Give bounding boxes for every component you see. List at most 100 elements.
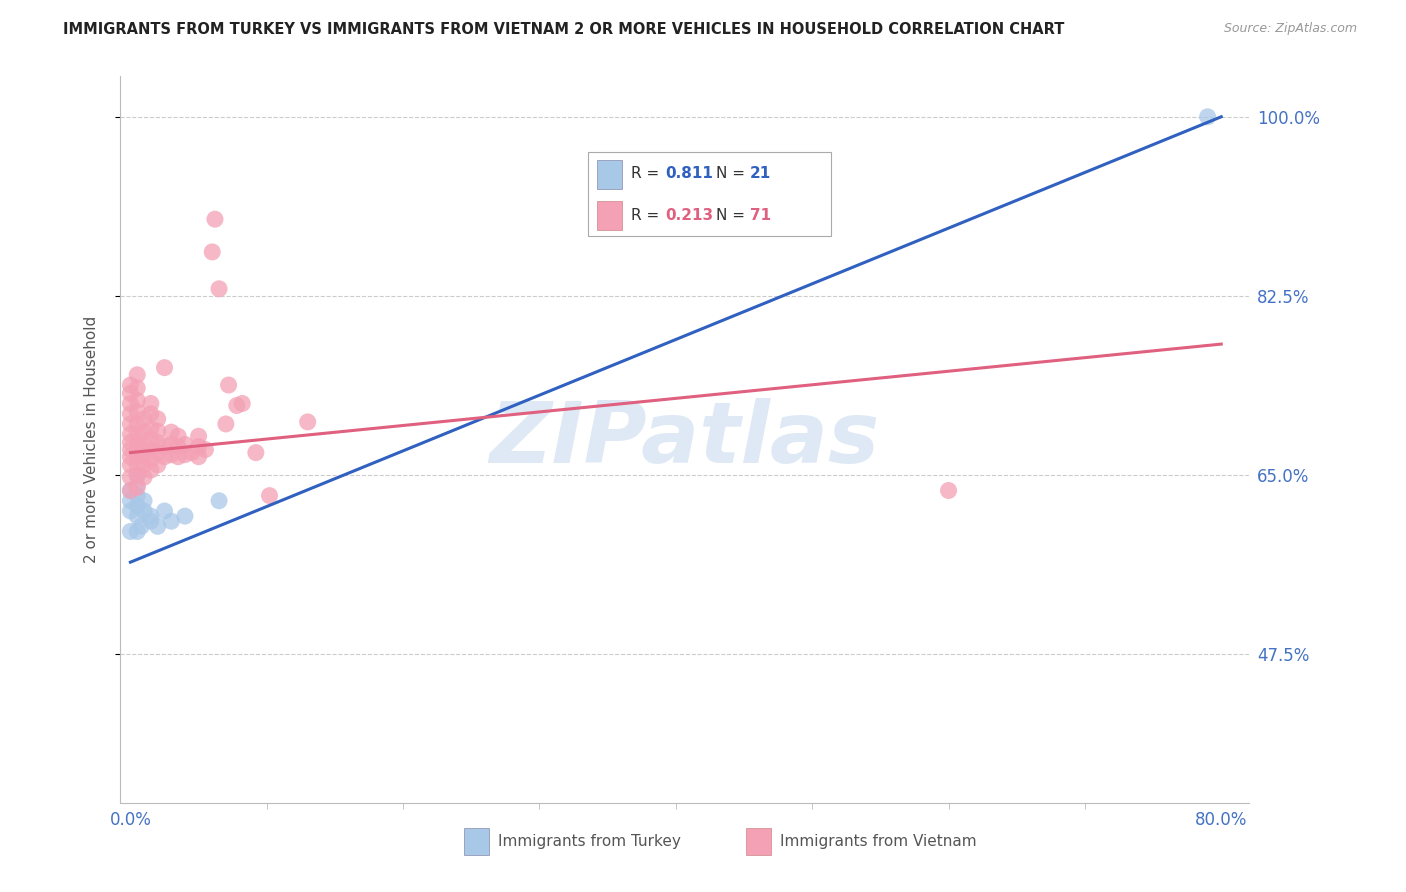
Bar bbox=[464, 828, 489, 855]
Point bbox=[127, 435, 149, 450]
Point bbox=[127, 499, 149, 513]
Point bbox=[139, 396, 162, 410]
Point bbox=[120, 493, 142, 508]
Point bbox=[127, 442, 149, 457]
Point bbox=[127, 524, 149, 539]
Bar bbox=[598, 202, 621, 230]
Point bbox=[132, 412, 155, 426]
Point bbox=[167, 429, 190, 443]
Text: 21: 21 bbox=[749, 166, 770, 181]
Point bbox=[297, 415, 319, 429]
Text: 0.213: 0.213 bbox=[665, 208, 713, 223]
Point bbox=[139, 442, 162, 457]
Point bbox=[127, 478, 149, 492]
Point bbox=[127, 427, 149, 442]
Point bbox=[139, 432, 162, 446]
Point bbox=[127, 509, 149, 524]
Point bbox=[132, 448, 155, 462]
Point bbox=[259, 489, 281, 503]
Point bbox=[127, 417, 149, 431]
Point bbox=[132, 425, 155, 439]
Point bbox=[204, 212, 226, 227]
Point bbox=[167, 450, 190, 464]
Text: Source: ZipAtlas.com: Source: ZipAtlas.com bbox=[1223, 22, 1357, 36]
Bar bbox=[598, 160, 621, 188]
Point bbox=[146, 424, 169, 438]
Point bbox=[174, 437, 197, 451]
Point bbox=[139, 509, 162, 524]
Point bbox=[225, 399, 247, 413]
Point bbox=[215, 417, 238, 431]
Point bbox=[127, 393, 149, 408]
Point bbox=[120, 483, 142, 498]
Point bbox=[139, 514, 162, 528]
Point bbox=[139, 452, 162, 467]
Point bbox=[120, 417, 142, 431]
Point bbox=[132, 504, 155, 518]
Point bbox=[127, 489, 149, 503]
Point bbox=[127, 368, 149, 382]
Point bbox=[218, 378, 240, 392]
Point bbox=[127, 458, 149, 472]
Point bbox=[120, 524, 142, 539]
Point bbox=[132, 437, 155, 451]
Point bbox=[127, 468, 149, 483]
Point bbox=[194, 442, 217, 457]
Point bbox=[120, 427, 142, 442]
Point bbox=[208, 282, 231, 296]
Bar bbox=[747, 828, 770, 855]
Point bbox=[120, 378, 142, 392]
Point bbox=[160, 425, 183, 439]
Point bbox=[160, 448, 183, 462]
Y-axis label: 2 or more Vehicles in Household: 2 or more Vehicles in Household bbox=[84, 316, 98, 563]
Point bbox=[938, 483, 960, 498]
Text: ZIPatlas: ZIPatlas bbox=[489, 398, 879, 481]
Text: Immigrants from Turkey: Immigrants from Turkey bbox=[498, 834, 681, 849]
Point bbox=[180, 445, 202, 459]
Point bbox=[120, 386, 142, 401]
Point bbox=[127, 381, 149, 395]
Point bbox=[120, 435, 142, 450]
Point bbox=[132, 470, 155, 484]
Text: R =: R = bbox=[631, 166, 664, 181]
Point bbox=[187, 450, 209, 464]
Point bbox=[120, 504, 142, 518]
Text: N =: N = bbox=[716, 166, 749, 181]
Point bbox=[120, 470, 142, 484]
Text: N =: N = bbox=[716, 208, 749, 223]
Point bbox=[1197, 110, 1219, 124]
Point bbox=[231, 396, 253, 410]
Text: R =: R = bbox=[631, 208, 664, 223]
Point bbox=[146, 519, 169, 533]
Point bbox=[174, 509, 197, 524]
Point bbox=[153, 504, 176, 518]
Point bbox=[146, 445, 169, 459]
Text: 71: 71 bbox=[749, 208, 770, 223]
Point bbox=[127, 405, 149, 419]
Point bbox=[245, 445, 267, 459]
Point bbox=[120, 442, 142, 457]
Point bbox=[167, 440, 190, 454]
Point bbox=[120, 396, 142, 410]
Point bbox=[120, 450, 142, 464]
Point bbox=[146, 435, 169, 450]
Point bbox=[127, 468, 149, 483]
Point bbox=[120, 407, 142, 421]
Text: IMMIGRANTS FROM TURKEY VS IMMIGRANTS FROM VIETNAM 2 OR MORE VEHICLES IN HOUSEHOL: IMMIGRANTS FROM TURKEY VS IMMIGRANTS FRO… bbox=[63, 22, 1064, 37]
Point bbox=[120, 458, 142, 472]
Point bbox=[131, 519, 153, 533]
Point bbox=[174, 448, 197, 462]
Point bbox=[127, 480, 149, 494]
Point bbox=[153, 440, 176, 454]
Point bbox=[139, 422, 162, 436]
Point bbox=[187, 429, 209, 443]
Point bbox=[120, 483, 142, 498]
Point bbox=[208, 493, 231, 508]
Point bbox=[132, 458, 155, 472]
Point bbox=[187, 440, 209, 454]
Point bbox=[132, 493, 155, 508]
Point bbox=[153, 450, 176, 464]
Point bbox=[146, 458, 169, 472]
FancyBboxPatch shape bbox=[588, 153, 831, 235]
Point bbox=[139, 463, 162, 477]
